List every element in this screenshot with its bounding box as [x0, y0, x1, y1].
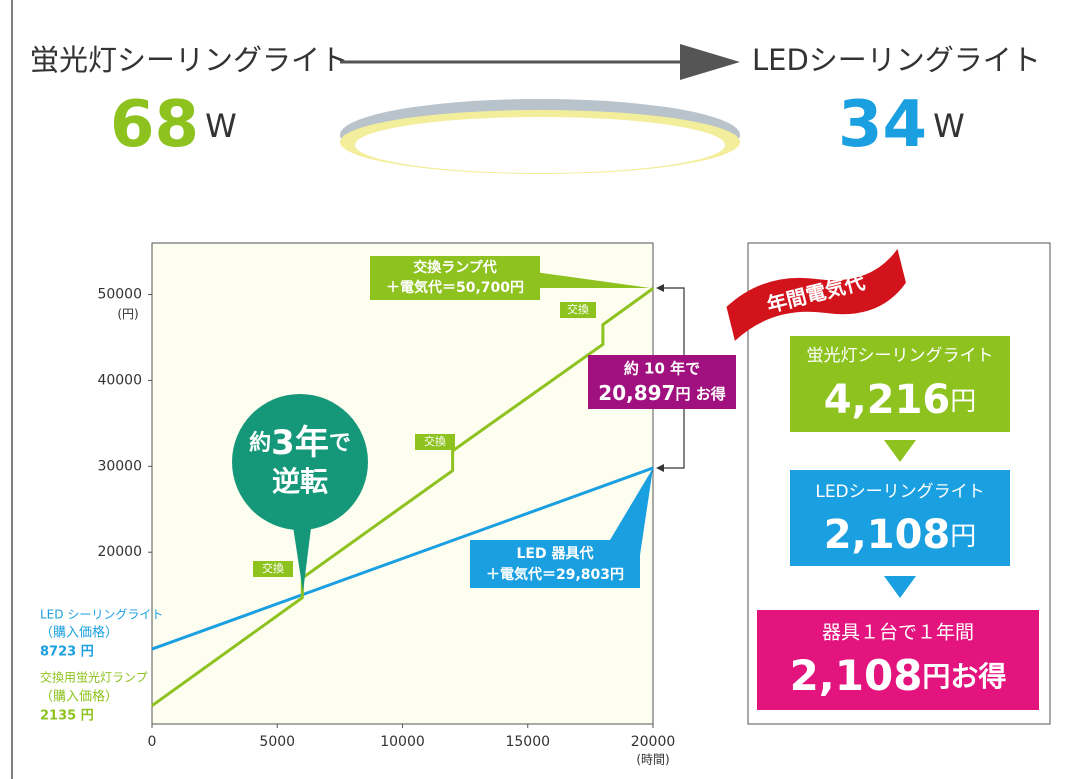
to-label: LEDシーリングライト	[752, 43, 1041, 77]
infographic: 蛍光灯シーリングライト LEDシーリングライト 68W 34W 20000300…	[0, 0, 1065, 779]
callout-text: ＋電気代＝50,700円	[386, 279, 524, 296]
exchange-text: 交換	[424, 434, 446, 448]
panel-label: 器具１台で１年間	[822, 622, 974, 644]
savings-text: 約 10 年で	[624, 360, 700, 378]
callout-text: 交換ランプ代	[413, 259, 497, 276]
y-tick-label: 40000	[97, 372, 142, 388]
series-name: 交換用蛍光灯ランプ	[40, 670, 148, 685]
x-unit: (時間)	[636, 753, 669, 767]
reversal-part: で	[329, 431, 351, 456]
amount-number: 2,108	[790, 651, 923, 700]
watts-unit: W	[205, 107, 237, 145]
amount-unit: 円お得	[922, 660, 1006, 693]
x-tick-label: 20000	[631, 734, 676, 750]
amount-number: 4,216	[824, 377, 951, 423]
savings-unit: 円 お得	[675, 385, 725, 403]
series-note: （購入価格）	[40, 625, 118, 641]
y-unit: (円)	[117, 307, 138, 321]
y-tick-label: 30000	[97, 458, 142, 474]
amount-unit: 円	[950, 522, 976, 552]
reversal-text: 逆転	[272, 465, 328, 498]
x-tick-label: 5000	[259, 734, 295, 750]
y-tick-label: 20000	[97, 544, 142, 560]
x-tick-label: 15000	[505, 734, 550, 750]
x-tick-label: 0	[148, 734, 157, 750]
watts-number: 68	[110, 88, 199, 162]
exchange-text: 交換	[567, 302, 589, 316]
reversal-part: 3年	[271, 423, 329, 463]
lamp-face	[355, 117, 725, 173]
arrow-head	[680, 44, 740, 80]
reversal-part: 約	[249, 430, 271, 456]
from-label: 蛍光灯シーリングライト	[30, 43, 349, 77]
series-note: （購入価格）	[40, 689, 118, 705]
callout-text: LED 器具代	[517, 545, 594, 562]
watts-number: 34	[838, 88, 927, 162]
watts-unit: W	[933, 107, 965, 145]
callout-text: ＋電気代＝29,803円	[486, 566, 624, 583]
start-label: 8723 円	[40, 645, 94, 660]
page: 蛍光灯シーリングライト LEDシーリングライト 68W 34W 20000300…	[0, 0, 1065, 779]
y-tick-label: 50000	[97, 287, 142, 303]
series-name: LED シーリングライト	[40, 608, 163, 622]
amount-unit: 円	[950, 387, 976, 417]
start-label: 2135 円	[40, 709, 94, 724]
exchange-text: 交換	[262, 561, 284, 575]
savings-amount: 20,897円 お得	[598, 381, 725, 405]
panel-label: LEDシーリングライト	[815, 482, 984, 502]
bracket-arrow	[656, 284, 664, 292]
x-tick-label: 10000	[380, 734, 425, 750]
amount-number: 2,108	[824, 512, 951, 558]
savings-number: 20,897	[598, 381, 675, 405]
panel-label: 蛍光灯シーリングライト	[807, 346, 994, 366]
bracket-arrow	[656, 464, 664, 472]
